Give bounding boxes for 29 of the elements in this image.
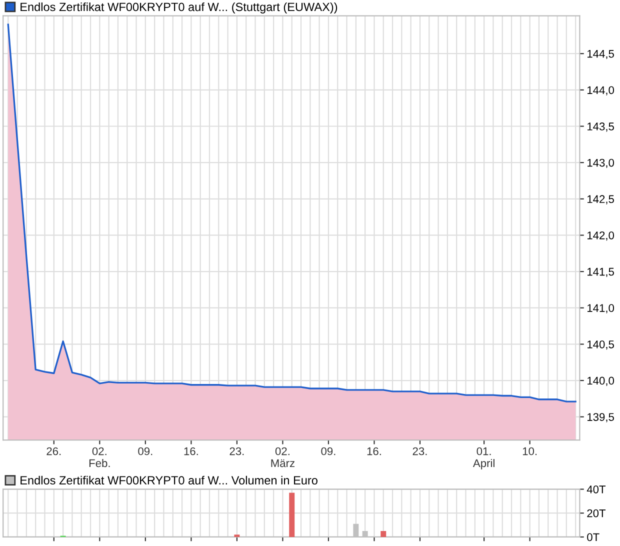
y-tick-label: 40T xyxy=(586,485,606,494)
y-tick-label: 144,5 xyxy=(587,50,614,60)
x-tick-label: 23. xyxy=(230,447,244,456)
y-tick-label: 20T xyxy=(587,509,606,518)
y-tick-label: 140,5 xyxy=(587,340,614,350)
x-tick-label: 01. April xyxy=(472,447,494,470)
legend-label: Endlos Zertifikat WF00KRYPT0 auf W... (Stuttgart (EUWAX)) xyxy=(20,2,338,14)
x-tick-label: 26. xyxy=(46,447,61,456)
y-tick-label: 143,0 xyxy=(587,158,614,168)
y-tick-label: 0T xyxy=(587,533,600,542)
x-tick-label: 02. März xyxy=(271,447,294,468)
x-tick-label: 16. xyxy=(367,447,381,456)
x-tick-label: 09. xyxy=(321,447,336,456)
y-tick-label: 143,5 xyxy=(587,122,614,132)
x-tick-label: 23. xyxy=(412,447,427,456)
bar xyxy=(289,492,295,537)
y-tick-label: 144,0 xyxy=(587,86,614,96)
y-tick-label: 142,5 xyxy=(587,195,614,204)
legend-label: Endlos Zertifikat WF00KRYPT0 auf W... Volumen in Euro xyxy=(20,476,318,485)
y-tick-label: 139,5 xyxy=(587,413,614,422)
y-tick-label: 142,0 xyxy=(587,231,614,241)
y-tick-label: 141,0 xyxy=(587,304,614,314)
x-tick-label: 16. xyxy=(184,447,198,456)
x-tick-label: 02. Feb. xyxy=(89,447,110,468)
y-tick-label: 141,5 xyxy=(587,268,614,277)
bar xyxy=(380,531,386,537)
x-tick-label: 10. xyxy=(522,447,537,456)
y-tick-label: 140,0 xyxy=(587,376,614,386)
x-tick-label: 09. xyxy=(138,447,152,456)
